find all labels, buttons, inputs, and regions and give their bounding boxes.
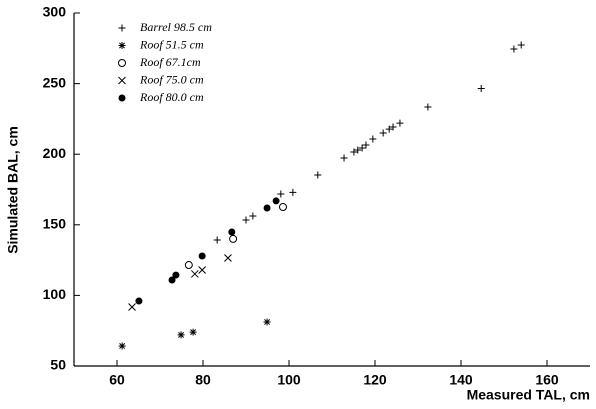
data-point	[263, 204, 271, 212]
x-axis-title: Measured TAL, cm	[467, 387, 590, 403]
data-point	[340, 154, 348, 162]
data-point	[272, 197, 280, 205]
x-tick-label: 140	[449, 372, 473, 388]
data-point	[350, 148, 358, 156]
data-point	[477, 85, 485, 93]
data-point	[277, 190, 285, 198]
data-point	[424, 103, 432, 111]
legend-marker	[118, 24, 126, 32]
data-point	[190, 270, 199, 278]
data-point	[358, 144, 366, 152]
legend-label: Roof 75.0 cm	[139, 72, 204, 86]
legend-marker	[118, 42, 126, 49]
data-point	[177, 331, 185, 339]
data-point	[369, 135, 377, 143]
data-point	[229, 234, 238, 243]
y-tick-label: 150	[43, 216, 67, 232]
data-point	[198, 266, 206, 274]
data-point	[135, 297, 143, 305]
x-tick-label: 80	[195, 372, 211, 388]
data-point	[118, 342, 126, 350]
data-point	[362, 141, 370, 149]
x-tick-label: 160	[535, 372, 559, 388]
data-point	[389, 123, 397, 131]
data-point	[263, 318, 271, 326]
data-point	[278, 203, 287, 212]
x-tick-label: 60	[109, 372, 125, 388]
y-tick-label: 300	[43, 4, 67, 20]
data-point	[517, 41, 525, 49]
data-point	[510, 45, 518, 53]
y-tick-label: 250	[43, 74, 67, 90]
data-point	[249, 212, 257, 220]
data-point	[354, 146, 362, 154]
y-tick-label: 100	[43, 286, 67, 302]
data-point	[379, 129, 387, 137]
data-point	[184, 261, 193, 270]
legend-label: Roof 80.0 cm	[139, 90, 204, 104]
data-point	[396, 119, 404, 127]
data-point	[198, 252, 206, 260]
legend-label: Barrel 98.5 cm	[140, 20, 212, 34]
data-point	[168, 276, 176, 284]
data-point	[189, 328, 197, 336]
data-point	[289, 188, 297, 196]
data-point	[224, 254, 232, 262]
y-axis-title: Simulated BAL, cm	[5, 126, 21, 254]
data-point	[213, 236, 221, 244]
data-point	[242, 216, 250, 224]
data-point	[172, 271, 180, 279]
legend-marker	[118, 76, 126, 85]
legend-label: Roof 67.1cm	[139, 55, 201, 69]
x-tick-label: 120	[363, 372, 387, 388]
data-point	[128, 303, 136, 311]
y-tick-label: 50	[50, 357, 66, 373]
legend-label: Roof 51.5 cm	[139, 37, 204, 51]
x-tick-label: 100	[277, 372, 301, 388]
data-point	[228, 228, 236, 236]
data-point	[385, 125, 393, 133]
data-point	[314, 171, 322, 179]
y-tick-label: 200	[43, 145, 67, 161]
legend-marker	[118, 59, 126, 67]
legend-marker	[118, 94, 126, 102]
